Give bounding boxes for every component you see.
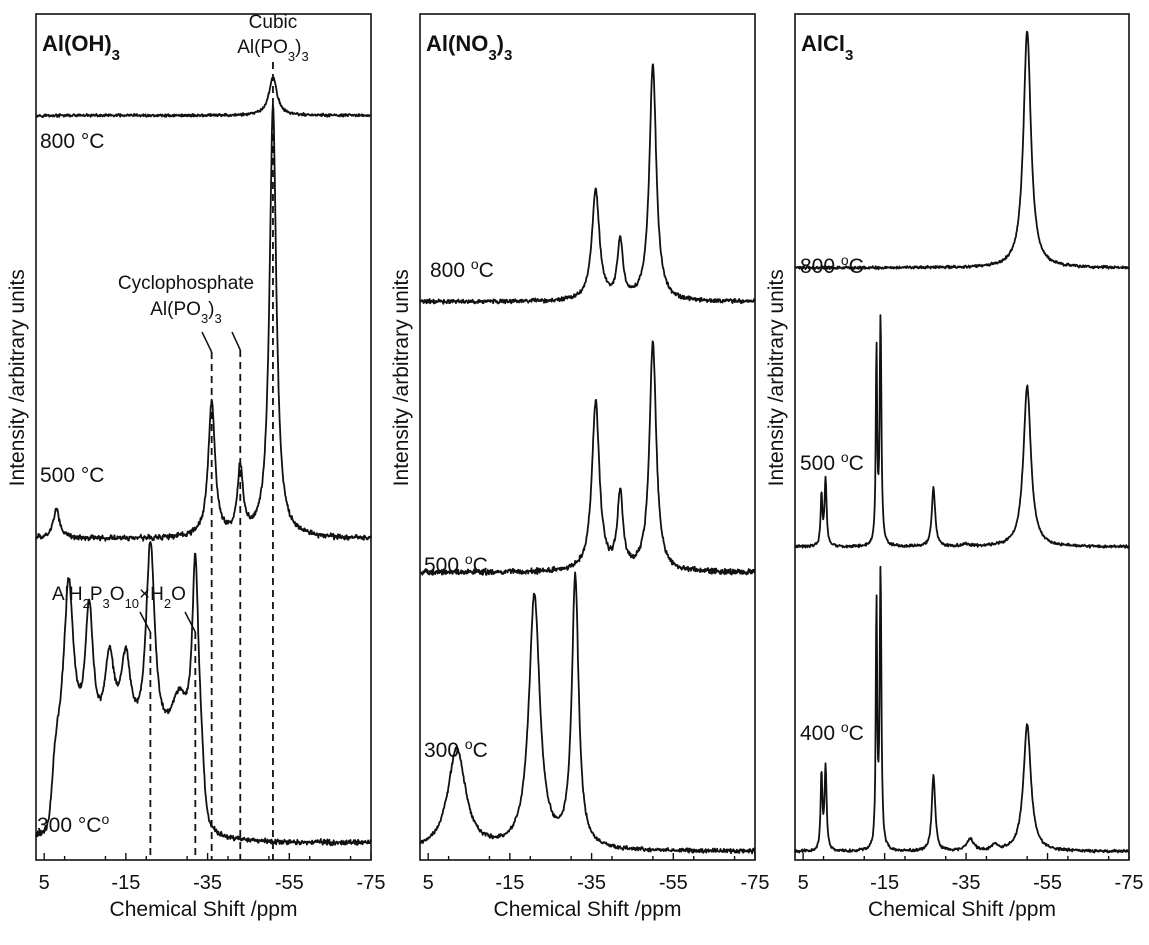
leader-cyclo-1 <box>201 331 213 353</box>
x-tick-label: 5 <box>39 872 50 894</box>
trace-label: 800 °C <box>40 130 104 153</box>
spectrum-trace <box>35 103 372 542</box>
trace-label: 500 oC <box>800 449 864 475</box>
x-tick-label: -55 <box>1033 872 1062 894</box>
x-axis-label: Chemical Shift /ppm <box>868 898 1056 921</box>
x-tick-label: -55 <box>659 872 688 894</box>
spectrum-trace <box>419 340 756 576</box>
x-tick-label: -35 <box>193 872 222 894</box>
x-tick-label: -15 <box>495 872 524 894</box>
spectrum-trace <box>794 565 1130 854</box>
spectrum-trace <box>794 30 1130 271</box>
trace-label: 300 oC <box>424 736 488 762</box>
x-axis-label: Chemical Shift /ppm <box>494 898 682 921</box>
y-axis-label: Intensity /arbitrary units <box>390 269 413 486</box>
leader-alh-2 <box>184 611 196 633</box>
trace-label: 400 oC <box>800 719 864 745</box>
panel-title: Al(OH)3 <box>42 31 120 64</box>
trace-label: 800 oC <box>800 252 864 278</box>
x-tick-label: -15 <box>870 872 899 894</box>
spectrum-trace <box>35 541 372 847</box>
trace-label: 500 oC <box>424 551 488 577</box>
panel-al-oh3: 5 -15 -35 -55 -75 Chemical Shift /ppm Intensit… <box>6 12 385 921</box>
leader-cyclo-2 <box>231 331 241 351</box>
panel-title: Al(NO3)3 <box>426 31 512 64</box>
y-axis-label: Intensity /arbitrary units <box>765 269 788 486</box>
spectrum-trace <box>419 571 756 855</box>
x-tick-label: 5 <box>798 872 809 894</box>
y-axis-label: Intensity /arbitrary units <box>6 269 29 486</box>
leader-alh-1 <box>139 611 152 633</box>
panel-alcl3: 5 -15 -35 -55 -75 Chemical Shift /ppm Intensit… <box>765 13 1144 921</box>
annotation-cubic: Cubic <box>249 12 298 33</box>
x-tick-label: -35 <box>577 872 606 894</box>
annotation-alh2p3o10: AlH2P3O10×H2O <box>52 584 186 611</box>
annotation-cyclophosphate: Cyclophosphate <box>118 273 254 294</box>
plot-frame <box>35 13 372 861</box>
x-tick-label: -75 <box>741 872 770 894</box>
annotation-cyclophosphate-formula: Al(PO3)3 <box>150 299 221 326</box>
x-axis-label: Chemical Shift /ppm <box>110 898 298 921</box>
x-tick-label: -75 <box>357 872 386 894</box>
x-tick-label: 5 <box>423 872 434 894</box>
x-tick-label: -55 <box>275 872 304 894</box>
annotation-cubic-formula: Al(PO3)3 <box>237 37 308 64</box>
panel-al-no33: 5 -15 -35 -55 -75 Chemical Shift /ppm Intensit… <box>390 13 770 921</box>
trace-label: 500 °C <box>40 464 104 487</box>
spectrum-trace <box>794 314 1130 549</box>
panel-title: AlCl3 <box>801 31 853 64</box>
x-tick-label: -75 <box>1115 872 1144 894</box>
plot-frame <box>794 13 1130 861</box>
plot-frame <box>419 13 756 861</box>
spectrum-trace <box>419 63 756 305</box>
x-tick-label: -35 <box>952 872 981 894</box>
x-tick-label: -15 <box>111 872 140 894</box>
trace-label: 800 oC <box>430 256 494 282</box>
spectrum-trace <box>35 76 372 119</box>
trace-label: 300 °Co <box>37 811 109 837</box>
